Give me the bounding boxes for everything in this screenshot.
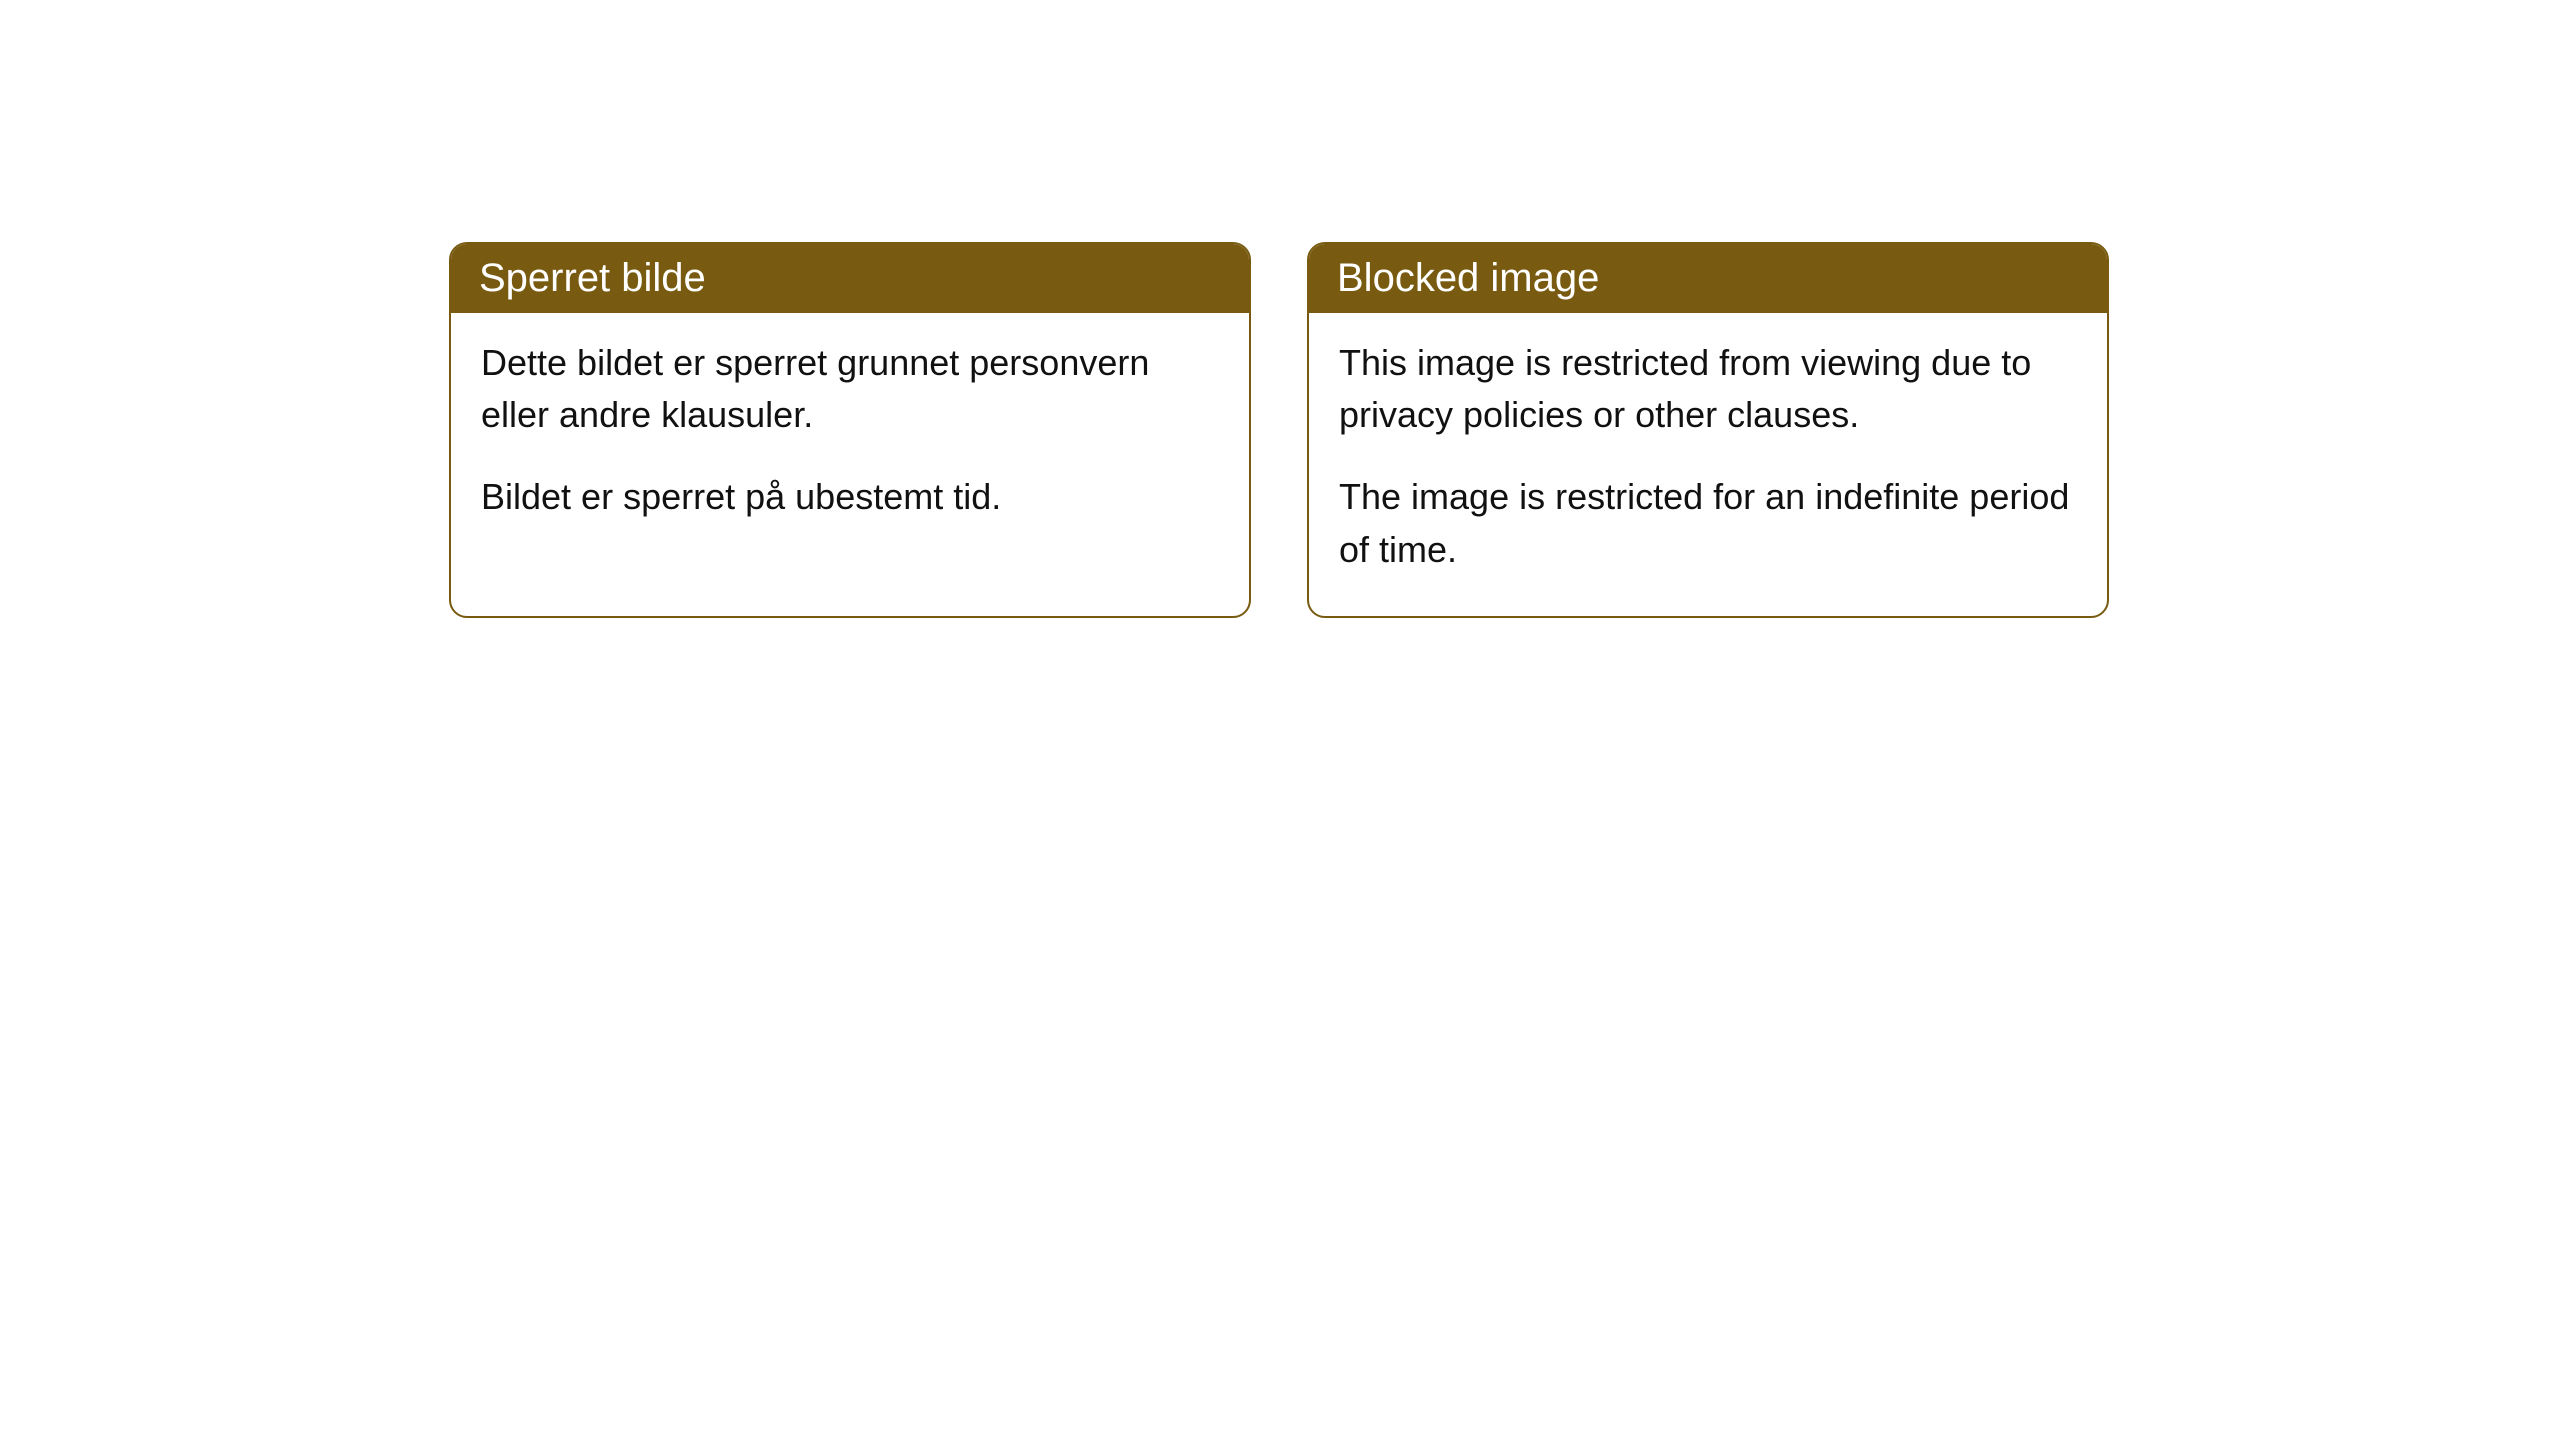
card-paragraph: Bildet er sperret på ubestemt tid.	[481, 471, 1219, 523]
card-paragraph: This image is restricted from viewing du…	[1339, 337, 2077, 441]
card-title: Blocked image	[1337, 256, 1599, 300]
card-body: Dette bildet er sperret grunnet personve…	[451, 313, 1249, 564]
card-body: This image is restricted from viewing du…	[1309, 313, 2107, 616]
blocked-image-card-english: Blocked image This image is restricted f…	[1307, 242, 2109, 618]
card-header: Blocked image	[1309, 244, 2107, 313]
card-header: Sperret bilde	[451, 244, 1249, 313]
card-title: Sperret bilde	[479, 256, 706, 300]
blocked-image-card-norwegian: Sperret bilde Dette bildet er sperret gr…	[449, 242, 1251, 618]
card-paragraph: The image is restricted for an indefinit…	[1339, 471, 2077, 575]
notice-cards-container: Sperret bilde Dette bildet er sperret gr…	[449, 242, 2109, 618]
card-paragraph: Dette bildet er sperret grunnet personve…	[481, 337, 1219, 441]
